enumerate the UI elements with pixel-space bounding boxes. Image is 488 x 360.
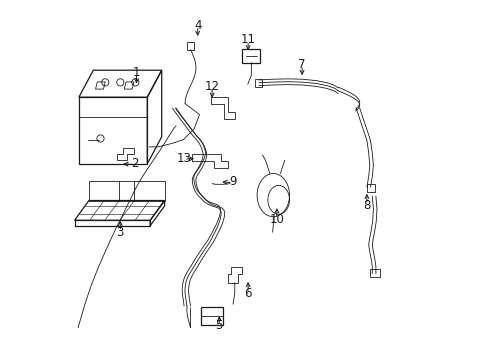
Text: 4: 4 — [194, 19, 201, 32]
Text: 1: 1 — [132, 66, 140, 78]
Text: 11: 11 — [240, 33, 255, 46]
Text: 10: 10 — [269, 213, 284, 226]
Text: 2: 2 — [131, 157, 138, 170]
Text: 8: 8 — [363, 199, 370, 212]
Text: 12: 12 — [204, 80, 219, 93]
Text: 3: 3 — [116, 226, 124, 239]
Text: 13: 13 — [176, 152, 191, 165]
Text: 5: 5 — [215, 319, 223, 332]
Text: 7: 7 — [298, 58, 305, 71]
Text: 9: 9 — [229, 175, 236, 188]
Text: 6: 6 — [244, 287, 251, 300]
